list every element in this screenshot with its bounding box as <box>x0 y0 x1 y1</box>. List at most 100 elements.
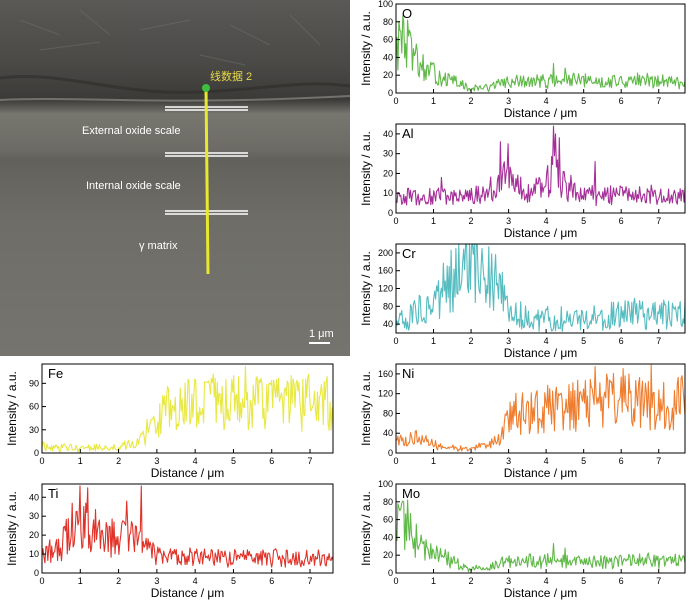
y-axis-title: Intensity / a.u. <box>359 371 373 446</box>
x-tick-label: 4 <box>544 216 549 226</box>
y-tick-label: 40 <box>383 129 393 139</box>
plot-frame <box>395 3 686 94</box>
layer-label-external: External oxide scale <box>82 125 180 137</box>
x-tick-label: 7 <box>656 336 661 346</box>
sem-scale-top-edge <box>0 95 350 102</box>
y-tick-label: 160 <box>378 266 393 276</box>
x-tick-label: 1 <box>431 456 436 466</box>
x-tick-label: 1 <box>431 96 436 106</box>
x-tick-label: 1 <box>78 456 83 466</box>
x-tick-label: 6 <box>619 576 624 586</box>
x-tick-label: 1 <box>431 576 436 586</box>
x-tick-label: 3 <box>506 96 511 106</box>
y-tick-label: 0 <box>388 448 393 458</box>
scale-bar-label: 1 μm <box>309 328 334 340</box>
x-tick-label: 3 <box>506 456 511 466</box>
y-tick-label: 60 <box>383 35 393 45</box>
y-tick-label: 30 <box>383 149 393 159</box>
series-line <box>395 125 686 207</box>
plot-frame <box>395 483 686 574</box>
x-axis-title: Distance / μm <box>504 466 578 480</box>
series-line <box>395 15 686 93</box>
sem-background <box>0 0 350 356</box>
y-tick-label: 40 <box>29 492 39 502</box>
element-label: Al <box>402 126 414 141</box>
y-axis-title: Intensity / a.u. <box>5 371 19 446</box>
y-tick-label: 0 <box>34 448 39 458</box>
y-tick-label: 120 <box>378 389 393 399</box>
x-tick-label: 4 <box>544 96 549 106</box>
series-line <box>41 485 334 568</box>
x-tick-label: 3 <box>154 576 159 586</box>
x-tick-label: 1 <box>78 576 83 586</box>
x-tick-label: 0 <box>39 456 44 466</box>
chart-al-profile: 0 1 2 3 4 5 6 7 0 10 20 30 40 Al Distance / μm Intensit… <box>359 123 686 240</box>
y-tick-label: 120 <box>378 284 393 294</box>
x-tick-label: 4 <box>193 456 198 466</box>
x-tick-label: 5 <box>581 96 586 106</box>
x-tick-label: 0 <box>393 576 398 586</box>
x-tick-label: 6 <box>619 216 624 226</box>
y-tick-label: 160 <box>378 369 393 379</box>
chart-fe-profile: 0 1 2 3 4 5 6 7 0 30 60 90 Fe Distance / μm Intensity … <box>5 363 334 480</box>
x-tick-label: 7 <box>656 456 661 466</box>
chart-mo-profile: 0 1 2 3 4 5 6 7 0 20 40 60 80 100 Mo Distance / μm Inten… <box>359 479 686 600</box>
series-line <box>395 243 686 332</box>
x-tick-label: 4 <box>544 456 549 466</box>
x-tick-label: 3 <box>506 336 511 346</box>
x-tick-label: 3 <box>506 576 511 586</box>
x-tick-label: 6 <box>269 576 274 586</box>
x-tick-label: 7 <box>308 576 313 586</box>
element-label: Mo <box>402 486 420 501</box>
chart-ti-profile: 0 1 2 3 4 5 6 7 0 10 20 30 40 Ti Distance / μm Intensit… <box>5 483 334 600</box>
line-scan-start-marker <box>202 84 210 92</box>
y-tick-label: 60 <box>29 402 39 412</box>
x-tick-label: 7 <box>656 576 661 586</box>
x-tick-label: 2 <box>469 96 474 106</box>
y-tick-label: 100 <box>378 0 393 9</box>
y-tick-label: 0 <box>388 568 393 578</box>
chart-ni-profile: 0 1 2 3 4 5 6 7 0 40 80 120 160 Ni Distance / μm Intens… <box>359 363 686 480</box>
x-tick-label: 7 <box>308 456 313 466</box>
element-label: O <box>402 6 412 21</box>
x-tick-label: 0 <box>393 216 398 226</box>
x-axis-title: Distance / μm <box>504 346 578 360</box>
plot-frame <box>395 363 686 454</box>
y-tick-label: 80 <box>383 301 393 311</box>
x-axis-title: Distance / μm <box>504 586 578 600</box>
x-tick-label: 7 <box>656 216 661 226</box>
x-axis-title: Distance / μm <box>151 586 225 600</box>
layer-label-matrix: γ matrix <box>139 240 178 252</box>
x-tick-label: 5 <box>581 456 586 466</box>
sem-texture <box>19 9 321 66</box>
x-tick-label: 2 <box>469 456 474 466</box>
x-tick-label: 0 <box>393 456 398 466</box>
x-tick-label: 2 <box>116 576 121 586</box>
y-tick-label: 30 <box>29 511 39 521</box>
x-tick-label: 6 <box>619 336 624 346</box>
x-tick-label: 2 <box>469 216 474 226</box>
y-tick-label: 40 <box>383 319 393 329</box>
plot-frame <box>41 483 334 574</box>
x-tick-label: 6 <box>619 96 624 106</box>
x-tick-label: 2 <box>469 336 474 346</box>
y-tick-label: 0 <box>388 88 393 98</box>
line-scan <box>204 87 210 275</box>
y-tick-label: 40 <box>383 532 393 542</box>
x-tick-label: 3 <box>154 456 159 466</box>
chart-o-profile: 0 1 2 3 4 5 6 7 0 20 40 60 80 100 O Distance / μm Intens… <box>359 0 686 120</box>
series-line <box>395 364 686 452</box>
sem-micrograph: 线数据 2 External oxide scale Internal oxid… <box>0 0 350 356</box>
y-tick-label: 10 <box>29 549 39 559</box>
y-tick-label: 0 <box>388 208 393 218</box>
element-label: Fe <box>48 366 63 381</box>
x-tick-label: 4 <box>193 576 198 586</box>
y-tick-label: 90 <box>29 378 39 388</box>
chart-cr-profile: 0 1 2 3 4 5 6 7 40 80 120 160 200 Cr Distance / μm Inte… <box>359 243 686 360</box>
y-tick-label: 60 <box>383 515 393 525</box>
y-axis-title: Intensity / a.u. <box>359 251 373 326</box>
y-axis-title: Intensity / a.u. <box>359 131 373 206</box>
y-tick-label: 200 <box>378 248 393 258</box>
x-tick-label: 0 <box>39 576 44 586</box>
x-tick-label: 0 <box>393 96 398 106</box>
